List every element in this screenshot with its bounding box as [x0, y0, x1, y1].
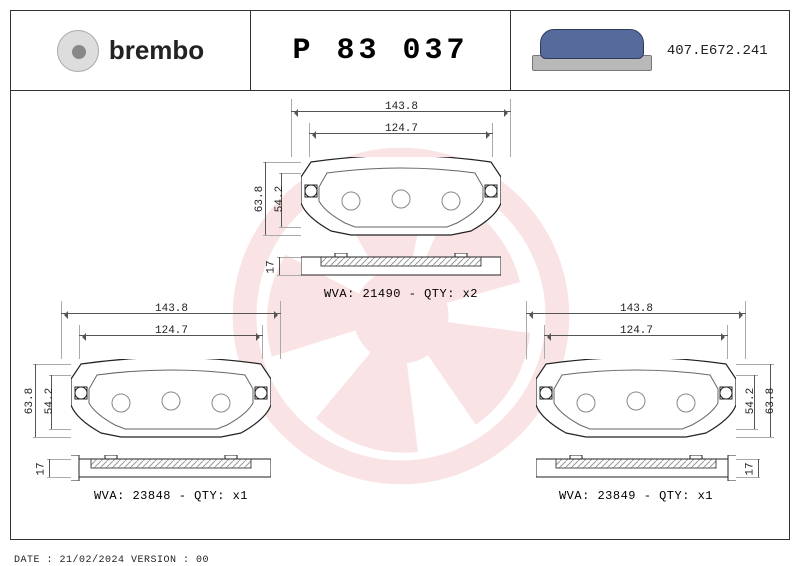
dim-height-inner: 54.2 — [44, 388, 56, 414]
pad-group-bottom-right: 143.8 124.7 — [526, 301, 746, 503]
dim-height-outer: 63.8 — [24, 388, 36, 414]
dim-height-inner: 54.2 — [274, 186, 286, 212]
thickness-dimension: 17 — [744, 455, 788, 481]
brand-name: brembo — [109, 35, 204, 66]
logo-region: brembo — [11, 11, 251, 90]
pad-group-top: 143.8 124.7 — [291, 99, 511, 301]
date-version-line: DATE : 21/02/2024 VERSION : 00 — [14, 555, 209, 566]
dim-height-outer: 63.8 — [765, 388, 777, 414]
width-dimensions: 143.8 124.7 — [291, 99, 511, 157]
dim-width-outer: 143.8 — [383, 101, 420, 113]
pad-group-bottom-left: 143.8 124.7 — [61, 301, 281, 503]
dim-width-outer: 143.8 — [153, 303, 190, 315]
part-number-region: P 83 037 — [251, 11, 511, 90]
pad-face: 54.2 63.8 — [536, 359, 736, 445]
width-dimensions: 143.8 124.7 — [61, 301, 281, 359]
height-dimensions: 63.8 54.2 — [11, 359, 65, 445]
wva-label: WVA: 23848 - QTY: x1 — [61, 489, 281, 503]
pad-face: 63.8 54.2 — [71, 359, 271, 445]
pad-face: 63.8 54.2 — [301, 157, 501, 243]
dim-thickness: 17 — [36, 462, 48, 475]
dim-thickness: 17 — [745, 462, 757, 475]
thickness-dimension: 17 — [249, 253, 293, 279]
width-dimensions: 143.8 124.7 — [526, 301, 746, 359]
dim-width-outer: 143.8 — [618, 303, 655, 315]
drawing-area: 143.8 124.7 — [11, 91, 791, 541]
render-region: 407.E672.241 — [511, 11, 789, 90]
dim-width-inner: 124.7 — [153, 325, 190, 337]
height-dimensions: 54.2 63.8 — [742, 359, 796, 445]
wva-label: WVA: 23849 - QTY: x1 — [526, 489, 746, 503]
pad-backplate: 17 — [301, 253, 501, 279]
header: brembo P 83 037 407.E672.241 — [11, 11, 789, 91]
pad-3d-render — [532, 29, 652, 73]
drawing-frame: brembo P 83 037 407.E672.241 — [10, 10, 790, 540]
thickness-dimension: 17 — [19, 455, 63, 481]
dim-width-inner: 124.7 — [618, 325, 655, 337]
dim-thickness: 17 — [266, 260, 278, 273]
height-dimensions: 63.8 54.2 — [241, 157, 295, 243]
dim-height-outer: 63.8 — [254, 186, 266, 212]
dim-height-inner: 54.2 — [745, 388, 757, 414]
pad-backplate: 17 — [536, 455, 736, 481]
dim-width-inner: 124.7 — [383, 123, 420, 135]
wva-label: WVA: 21490 - QTY: x2 — [291, 287, 511, 301]
pad-backplate: 17 — [71, 455, 271, 481]
part-number: P 83 037 — [292, 34, 468, 68]
brake-disc-icon — [57, 30, 99, 72]
drawing-code: 407.E672.241 — [667, 43, 768, 59]
